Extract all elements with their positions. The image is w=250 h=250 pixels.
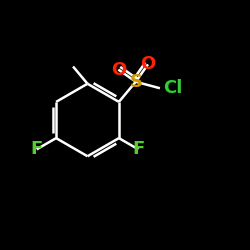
- Text: S: S: [129, 73, 142, 91]
- Text: Cl: Cl: [163, 79, 182, 97]
- Text: F: F: [132, 140, 144, 158]
- Text: O: O: [140, 55, 156, 73]
- Text: F: F: [30, 140, 43, 158]
- Text: O: O: [111, 60, 126, 78]
